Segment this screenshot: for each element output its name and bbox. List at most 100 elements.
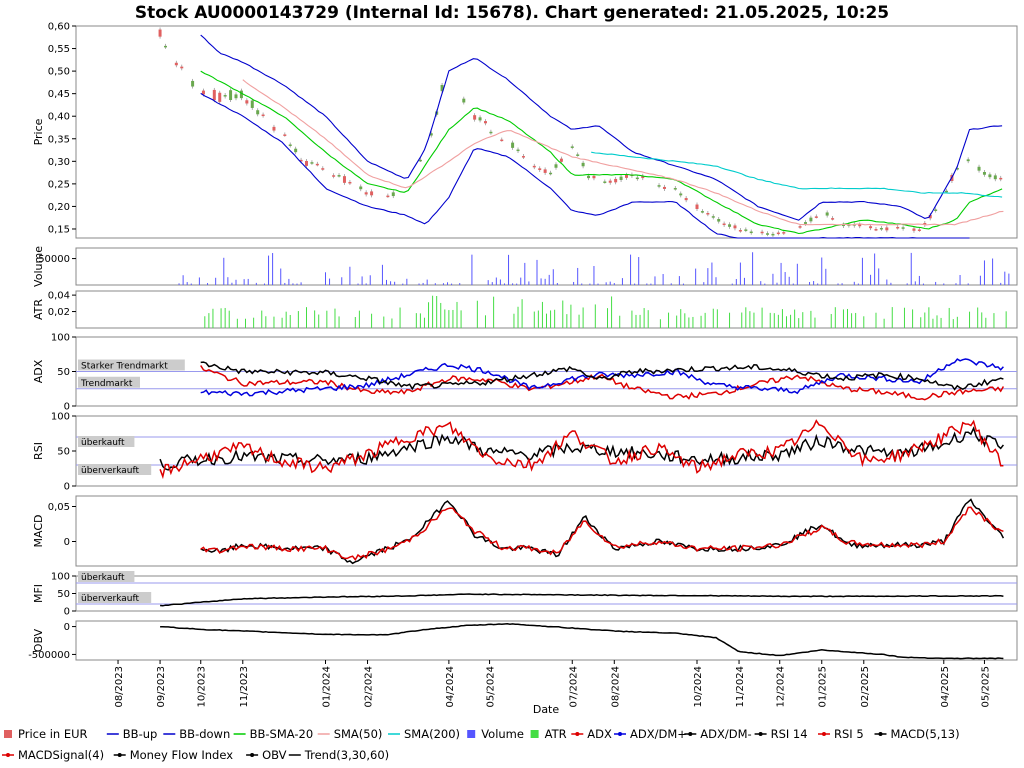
price-candle xyxy=(728,224,732,227)
y-tick-label: 0,30 xyxy=(48,157,70,168)
price-candle xyxy=(478,117,482,121)
price-candle xyxy=(901,227,905,229)
series-obv xyxy=(160,623,1004,660)
y-tick-label: 0 xyxy=(64,402,70,413)
y-tick-label: 0,40 xyxy=(48,112,70,123)
price-candle xyxy=(370,191,374,196)
series-bb-down xyxy=(200,92,970,239)
series-macdsignal-4 xyxy=(200,506,1004,562)
legend-label: BB-up xyxy=(123,727,158,741)
price-candle xyxy=(603,181,607,183)
price-candle xyxy=(581,162,585,167)
legend-item-bb-down: BB-down xyxy=(163,727,230,741)
price-candle xyxy=(554,164,558,168)
price-candle xyxy=(733,225,737,229)
price-candle xyxy=(841,224,845,227)
price-candle xyxy=(543,169,547,173)
legend-label: BB-SMA-20 xyxy=(250,727,314,741)
price-candle xyxy=(885,227,889,231)
y-tick-label: 50 xyxy=(57,589,70,600)
legend-item-adx-dm: ADX/DM- xyxy=(684,727,752,741)
price-candle xyxy=(315,163,319,166)
price-candle xyxy=(587,175,591,179)
series-bb-sma-20 xyxy=(200,70,1003,235)
series-sma-200 xyxy=(591,151,1003,198)
price-candle xyxy=(717,218,721,222)
x-tick-label: 04/2025 xyxy=(940,666,951,708)
price-candle xyxy=(223,95,227,97)
price-candle xyxy=(608,180,612,183)
legend-label: MACD(5,13) xyxy=(891,727,960,741)
price-candle xyxy=(511,142,515,148)
price-candle xyxy=(559,158,563,162)
y-tick-label: 50 xyxy=(57,447,70,458)
price-candle xyxy=(614,178,618,183)
x-tick-label: 10/2024 xyxy=(693,666,704,708)
y-tick-label: 50000 xyxy=(38,254,70,265)
zone-label: überverkauft xyxy=(81,466,140,476)
y-tick-label: 0 xyxy=(64,622,70,633)
y-axis-label-macd: MACD xyxy=(32,515,45,548)
price-candle xyxy=(288,144,292,146)
panel-rsi: 100 50 0 RSI überkauft überverkauft xyxy=(32,412,1018,493)
legend-item-adx: ADX xyxy=(571,727,612,741)
price-candle xyxy=(305,160,309,166)
legend-item-rsi-14: RSI 14 xyxy=(754,727,808,741)
price-candle xyxy=(711,216,715,218)
price-candle xyxy=(814,216,818,218)
series-money-flow-index xyxy=(160,593,1004,607)
y-tick-label: 0,25 xyxy=(48,179,70,190)
legend-label: BB-down xyxy=(179,727,230,741)
y-tick-label: -500000 xyxy=(28,650,70,661)
y-tick-label: 0 xyxy=(64,607,70,618)
price-candle xyxy=(738,230,742,232)
series-adx-dm xyxy=(200,361,1004,391)
series-adx-dm xyxy=(200,358,1004,397)
x-tick-label: 01/2024 xyxy=(321,666,332,708)
legend-label: Price in EUR xyxy=(18,727,88,741)
price-candle xyxy=(923,222,927,225)
price-candle xyxy=(521,156,525,158)
legend-label: ADX/DM+ xyxy=(630,727,687,741)
price-candle xyxy=(977,166,981,171)
legend-item-macdsignal-4: MACDSignal(4) xyxy=(2,748,104,762)
zone-label: Starker Trendmarkt xyxy=(81,362,168,372)
price-candle xyxy=(212,89,216,101)
price-candle xyxy=(391,192,395,197)
legend-item-sma-50: SMA(50) xyxy=(317,727,382,741)
price-candle xyxy=(896,226,900,229)
price-candle xyxy=(500,139,504,142)
price-candle xyxy=(993,175,997,180)
legend-label: ADX/DM- xyxy=(700,727,751,741)
price-candle xyxy=(239,90,243,99)
chart-title: Stock AU0000143729 (Internal Id: 15678).… xyxy=(135,3,889,23)
zone-label-bg xyxy=(78,464,152,475)
price-candle xyxy=(299,159,303,162)
price-candle xyxy=(532,165,536,168)
price-candle xyxy=(706,213,710,215)
y-tick-label: 0,55 xyxy=(48,44,70,55)
price-candle xyxy=(798,226,802,228)
price-candle xyxy=(825,212,829,216)
price-candle xyxy=(760,231,764,234)
price-candle xyxy=(928,214,932,219)
price-candle xyxy=(332,175,336,177)
legend-label: ADX xyxy=(587,727,612,741)
y-tick-label: 0,35 xyxy=(48,134,70,145)
x-axis-label: Date xyxy=(533,703,560,716)
legend-label: ATR xyxy=(545,727,567,741)
legend-label: Volume xyxy=(481,727,524,741)
y-tick-label: 100 xyxy=(51,572,70,583)
x-tick-label: 10/2023 xyxy=(197,666,208,708)
panel-adx: 100 50 0 ADX Starker Trendmarkt Trendmarkt xyxy=(32,333,1018,413)
legend-item-rsi-5: RSI 5 xyxy=(818,727,864,741)
legend-label: Money Flow Index xyxy=(130,748,234,762)
x-tick-label: 02/2024 xyxy=(364,666,375,708)
zone-label-bg xyxy=(78,376,140,388)
price-candle xyxy=(342,176,346,183)
y-axis-label-volume: Volume xyxy=(32,246,45,287)
y-tick-label: 0,15 xyxy=(48,224,70,235)
y-tick-label: 0,04 xyxy=(48,291,70,302)
x-tick-label: 12/2024 xyxy=(776,666,787,708)
